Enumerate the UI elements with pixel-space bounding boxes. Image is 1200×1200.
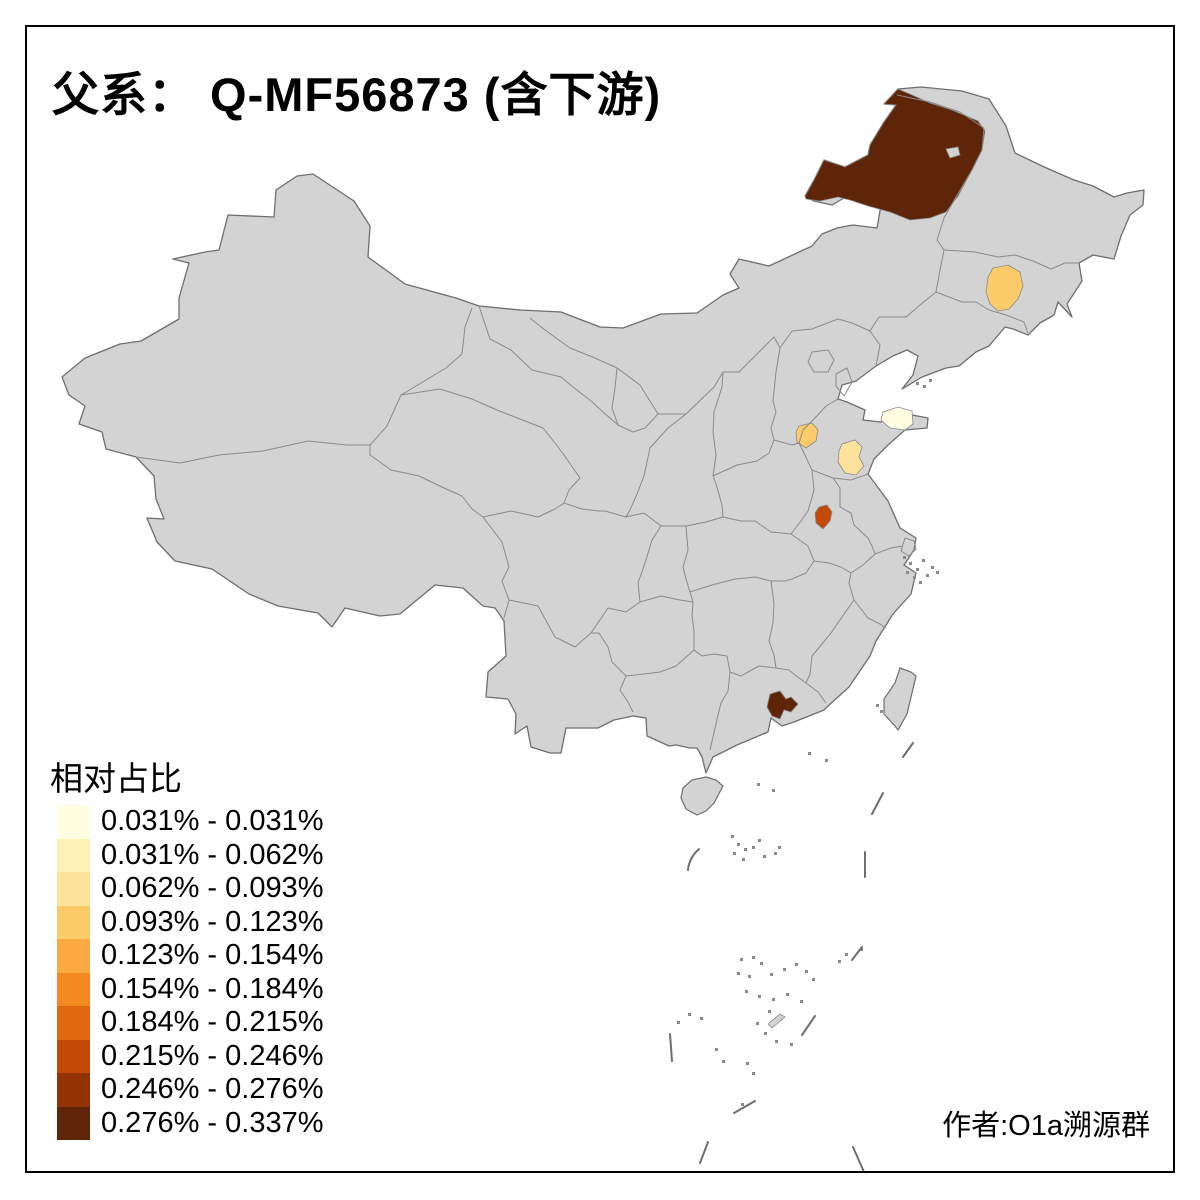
legend-swatch — [57, 872, 90, 906]
legend-rows: 0.031% - 0.031% 0.031% - 0.062% 0.062% -… — [57, 805, 323, 1140]
legend-label: 0.031% - 0.031% — [101, 805, 324, 838]
nine-dash-line — [669, 742, 914, 1173]
region-enclave — [945, 146, 961, 159]
taiwan-island — [883, 667, 917, 732]
legend: 相对占比 0.031% - 0.031% 0.031% - 0.062% 0.0… — [50, 752, 323, 1140]
region-northeast-small — [985, 264, 1024, 312]
legend-row: 0.184% - 0.215% — [57, 1006, 323, 1040]
legend-label: 0.215% - 0.246% — [101, 1039, 324, 1072]
legend-swatch — [57, 905, 90, 939]
legend-title: 相对占比 — [50, 760, 182, 797]
legend-label: 0.062% - 0.093% — [101, 872, 324, 905]
legend-row: 0.154% - 0.184% — [57, 972, 324, 1006]
china-mainland — [61, 86, 1145, 774]
legend-row: 0.062% - 0.093% — [57, 872, 323, 906]
legend-label: 0.031% - 0.062% — [101, 838, 324, 871]
legend-row: 0.031% - 0.062% — [57, 838, 324, 872]
legend-label: 0.276% - 0.337% — [101, 1106, 324, 1139]
legend-row: 0.031% - 0.031% — [57, 805, 323, 839]
legend-swatch — [57, 805, 90, 839]
region-shandong-peninsula — [880, 406, 914, 431]
region-central — [814, 504, 833, 530]
legend-row: 0.123% - 0.154% — [57, 939, 323, 973]
legend-label: 0.184% - 0.215% — [101, 1006, 324, 1039]
page-title: 父系： Q-MF56873 (含下游) — [52, 68, 662, 121]
legend-label: 0.123% - 0.154% — [101, 939, 324, 972]
legend-swatch — [57, 1073, 90, 1107]
legend-swatch — [57, 939, 90, 973]
legend-label: 0.246% - 0.276% — [101, 1073, 324, 1106]
region-south-coast — [766, 690, 799, 720]
author-credit: 作者:O1a溯源群 — [942, 1110, 1150, 1142]
legend-label: 0.093% - 0.123% — [101, 905, 324, 938]
region-north-west-shandong — [795, 422, 819, 449]
legend-row: 0.215% - 0.246% — [57, 1039, 324, 1073]
legend-swatch — [57, 1006, 90, 1040]
legend-row: 0.276% - 0.337% — [57, 1106, 324, 1140]
legend-swatch — [57, 1106, 90, 1140]
legend-swatch — [57, 972, 90, 1006]
region-south-shandong — [837, 439, 865, 476]
legend-row: 0.246% - 0.276% — [57, 1073, 323, 1107]
hainan-island — [680, 776, 724, 816]
legend-swatch — [57, 838, 90, 872]
spratly-main-island — [767, 1013, 786, 1029]
province-borders — [135, 94, 1079, 751]
legend-row: 0.093% - 0.123% — [57, 905, 324, 939]
legend-swatch — [57, 1039, 90, 1073]
legend-label: 0.154% - 0.184% — [101, 972, 324, 1005]
